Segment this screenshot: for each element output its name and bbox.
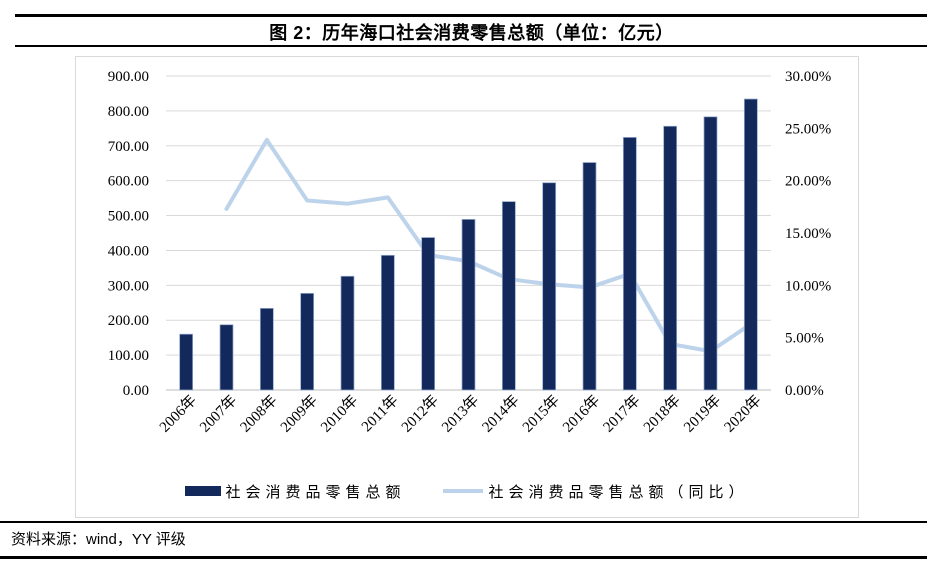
- right-axis-tick-label: 15.00%: [785, 226, 831, 242]
- legend-item-line-series: 社会消费品零售总额（同比）: [442, 481, 749, 502]
- left-axis-tick-label: 700.00: [108, 139, 149, 155]
- x-axis-category-label: 2018年: [640, 392, 684, 436]
- x-axis-category-label: 2010年: [317, 392, 361, 436]
- x-axis-category-label: 2008年: [237, 392, 281, 436]
- retail-total-bar: [219, 324, 234, 391]
- retail-total-bar: [542, 182, 557, 391]
- left-axis-tick-label: 500.00: [108, 209, 149, 225]
- left-axis-tick-label: 200.00: [108, 313, 149, 329]
- legend-label-bar-series: 社会消费品零售总额: [225, 484, 406, 501]
- left-axis-tick-label: 300.00: [108, 278, 149, 294]
- retail-total-bar: [703, 116, 718, 391]
- retail-total-bar: [421, 237, 436, 391]
- x-axis-category-label: 2020年: [721, 392, 765, 436]
- x-axis-category-label: 2012年: [398, 392, 442, 436]
- left-axis-tick-label: 800.00: [108, 104, 149, 120]
- x-axis-category-label: 2013年: [438, 392, 482, 436]
- left-axis-tick-label: 600.00: [108, 174, 149, 190]
- left-axis-tick-label: 400.00: [108, 243, 149, 259]
- bar-series-swatch-icon: [185, 486, 222, 496]
- retail-total-bar: [622, 137, 637, 391]
- retail-total-bar: [501, 201, 516, 391]
- x-axis-category-label: 2014年: [479, 392, 523, 436]
- line-series-swatch-icon: [442, 489, 483, 493]
- x-axis-category-label: 2016年: [559, 392, 603, 436]
- retail-total-bar: [380, 254, 395, 391]
- retail-total-bar: [663, 125, 678, 391]
- retail-total-bar: [179, 333, 194, 391]
- x-axis-category-label: 2019年: [680, 392, 724, 436]
- retail-total-bar: [259, 307, 274, 391]
- top-rule: [15, 14, 927, 17]
- data-source-text: 资料来源：wind，YY 评级: [11, 531, 186, 548]
- retail-total-bar: [300, 292, 315, 391]
- chart-area: 0.00 100.00 200.00 300.00 400.00 500.00 600.00…: [75, 56, 859, 518]
- x-axis-category-label: 2015年: [519, 392, 563, 436]
- legend-item-bar-series: 社会消费品零售总额: [185, 481, 405, 502]
- x-axis-category-label: 2009年: [277, 392, 321, 436]
- retail-total-bar: [461, 219, 476, 391]
- title-separator-rule: [15, 45, 927, 47]
- x-axis-category-label: 2006年: [156, 392, 200, 436]
- right-axis-tick-label: 5.00%: [785, 331, 824, 347]
- right-axis-tick-label: 20.00%: [785, 174, 831, 190]
- chart-legend: 社会消费品零售总额 社会消费品零售总额（同比）: [76, 480, 858, 502]
- retail-total-bar: [582, 162, 597, 391]
- right-axis-tick-label: 0.00%: [785, 383, 824, 399]
- right-axis-tick-label: 30.00%: [785, 69, 831, 85]
- combo-chart: 0.00 100.00 200.00 300.00 400.00 500.00 600.00…: [108, 69, 832, 436]
- x-axis-category-label: 2007年: [196, 392, 240, 436]
- x-axis-category-label: 2011年: [358, 392, 401, 435]
- left-axis-tick-label: 100.00: [108, 348, 149, 364]
- retail-total-bar: [340, 275, 355, 391]
- left-axis-tick-label: 0.00: [123, 383, 149, 399]
- source-separator-rule: [0, 521, 927, 523]
- x-axis-category-label: 2017年: [600, 392, 644, 436]
- left-axis-tick-label: 900.00: [108, 69, 149, 85]
- bottom-rule: [0, 556, 927, 559]
- legend-label-line-series: 社会消费品零售总额（同比）: [488, 484, 749, 501]
- retail-total-bar: [743, 98, 758, 391]
- right-axis-tick-label: 25.00%: [785, 121, 831, 137]
- figure-title: 图 2：历年海口社会消费零售总额（单位：亿元）: [269, 23, 674, 43]
- right-axis-tick-label: 10.00%: [785, 278, 831, 294]
